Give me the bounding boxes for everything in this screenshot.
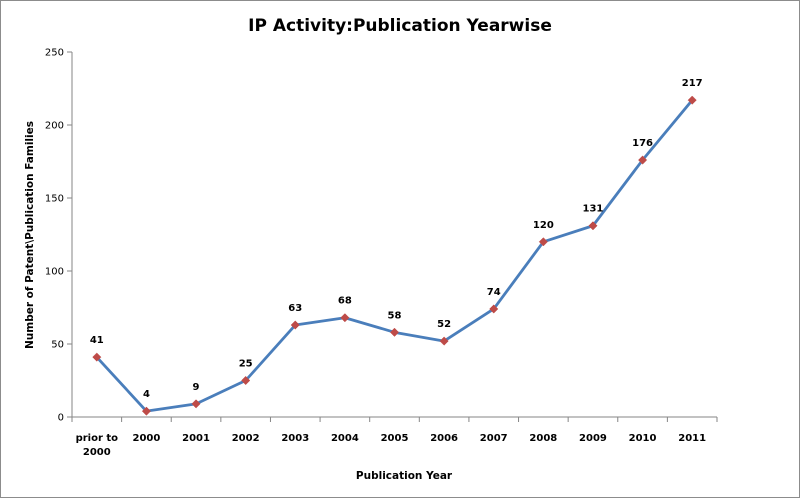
x-tick-label: 2011 xyxy=(678,433,706,444)
x-tick-label: 2000 xyxy=(133,433,161,444)
data-point-marker xyxy=(389,327,400,337)
x-tick-label: 2006 xyxy=(430,433,458,444)
data-label: 52 xyxy=(437,319,451,330)
data-label: 9 xyxy=(193,382,200,393)
data-point-marker xyxy=(241,375,251,386)
data-label: 41 xyxy=(90,335,104,346)
y-tick-label: 250 xyxy=(45,48,64,59)
y-tick-label: 200 xyxy=(45,121,64,132)
x-tick-label: prior to 2000 xyxy=(76,433,119,458)
data-point-marker xyxy=(340,313,350,323)
data-label: 74 xyxy=(487,287,501,298)
x-tick-label: 2001 xyxy=(182,433,210,444)
x-tick-label: 2004 xyxy=(331,433,359,444)
data-point-marker xyxy=(92,352,102,362)
data-label: 120 xyxy=(533,220,554,231)
data-point-marker xyxy=(290,320,300,330)
y-axis-title: Number of Patent\Publication Families xyxy=(24,121,36,349)
series-line xyxy=(95,99,694,413)
data-label: 131 xyxy=(583,204,604,215)
data-labels: 41 4 9 25 63 68 58 52 74 120 131 176 217 xyxy=(90,78,703,400)
data-label: 176 xyxy=(632,138,653,149)
data-label: 4 xyxy=(143,389,150,400)
data-point-marker xyxy=(141,406,151,416)
x-tick-label: 2008 xyxy=(529,433,557,444)
data-point-marker xyxy=(489,304,499,314)
chart-title: IP Activity:Publication Yearwise xyxy=(248,16,552,36)
data-point-marker xyxy=(191,399,201,409)
data-point-marker xyxy=(638,155,648,165)
y-axis: 0 50 100 150 200 250 xyxy=(45,48,73,424)
x-tick-label: 2002 xyxy=(232,433,260,444)
y-tick-label: 100 xyxy=(45,267,64,278)
x-tick-label: 2007 xyxy=(480,433,508,444)
x-tick-label: 2010 xyxy=(629,433,657,444)
data-label: 63 xyxy=(288,303,302,314)
data-point-marker xyxy=(588,221,598,231)
x-tick-label: 2009 xyxy=(579,433,607,444)
y-tick-label: 150 xyxy=(45,194,64,205)
x-axis-title: Publication Year xyxy=(356,470,453,482)
data-label: 217 xyxy=(682,78,703,89)
x-axis: prior to 2000 2000 2001 2002 2003 2004 2005 2006… xyxy=(71,416,718,458)
data-point-marker xyxy=(439,336,449,346)
data-label: 58 xyxy=(388,310,402,321)
series-publications xyxy=(92,95,697,416)
y-tick-label: 0 xyxy=(58,413,64,424)
data-point-marker xyxy=(538,237,548,247)
data-point-marker xyxy=(687,95,697,105)
x-tick-label: 2003 xyxy=(281,433,309,444)
x-tick-label: 2005 xyxy=(381,433,409,444)
y-tick-label: 50 xyxy=(51,340,64,351)
data-label: 68 xyxy=(338,296,352,307)
data-label: 25 xyxy=(239,359,253,370)
